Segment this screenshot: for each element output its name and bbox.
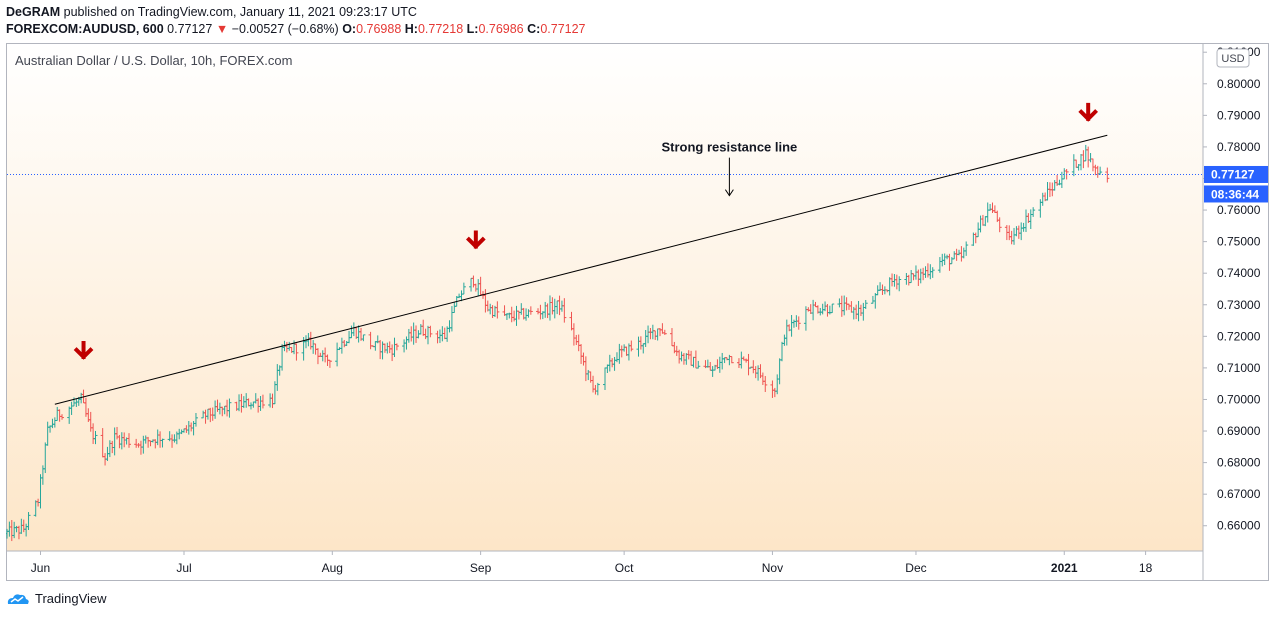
candle xyxy=(662,329,667,335)
candle xyxy=(93,430,98,445)
low-label: L: xyxy=(466,22,479,36)
last-price: 0.77127 xyxy=(167,22,213,36)
close-value: 0.77127 xyxy=(540,22,586,36)
price-tick-label: 0.67000 xyxy=(1217,487,1261,501)
countdown-badge xyxy=(1204,185,1268,203)
symbol-name[interactable]: FOREXCOM:AUDUSD, 600 xyxy=(6,22,164,36)
chart-header: DeGRAM published on TradingView.com, Jan… xyxy=(6,4,586,38)
candle xyxy=(830,303,835,314)
footer: TradingView xyxy=(6,591,107,606)
candle xyxy=(394,343,399,351)
price-tick-label: 0.66000 xyxy=(1217,519,1261,533)
price-chart[interactable]: Strong resistance line Australian Dollar… xyxy=(6,43,1269,581)
time-axis[interactable]: Jun Jul Aug Sep Oct Nov Dec 2021 18 xyxy=(31,551,1153,575)
candle xyxy=(361,334,366,342)
high-value: 0.77218 xyxy=(417,22,464,36)
time-tick-label: Jul xyxy=(176,561,191,575)
candle xyxy=(1098,166,1103,175)
candle xyxy=(160,438,165,448)
candle xyxy=(897,276,902,292)
peak-down-arrow-icon xyxy=(73,340,94,360)
candle xyxy=(428,325,433,338)
plot-background xyxy=(7,44,1203,551)
symbol-line: FOREXCOM:AUDUSD, 600 0.77127 ▼ −0.00527 … xyxy=(6,21,586,38)
candle xyxy=(60,414,65,420)
candle xyxy=(294,343,299,361)
candle xyxy=(729,356,734,364)
candle xyxy=(964,241,969,256)
price-tick-label: 0.75000 xyxy=(1217,235,1261,249)
candle xyxy=(629,340,634,352)
price-change: −0.00527 (−0.68%) xyxy=(231,22,339,36)
time-tick-label: 2021 xyxy=(1051,561,1078,575)
candle xyxy=(26,512,31,530)
candle xyxy=(495,301,500,319)
candle xyxy=(126,433,131,448)
candle xyxy=(796,316,801,330)
currency-badge-label: USD xyxy=(1221,53,1244,65)
low-value: 0.76986 xyxy=(478,22,524,36)
candle xyxy=(863,299,868,309)
time-tick-label: Jun xyxy=(31,561,50,575)
price-tick-label: 0.70000 xyxy=(1217,392,1261,406)
currency-badge[interactable] xyxy=(1216,48,1250,68)
down-arrow-icon: ▼ xyxy=(215,22,229,36)
annotation-arrowhead-icon xyxy=(724,189,734,197)
candle xyxy=(763,376,768,392)
chart-title: Australian Dollar / U.S. Dollar, 10h, FO… xyxy=(15,53,292,68)
publisher-name[interactable]: DeGRAM xyxy=(6,5,61,19)
current-price-badge xyxy=(1204,165,1268,183)
annotation-text[interactable]: Strong resistance line xyxy=(661,140,797,155)
candle xyxy=(461,282,466,295)
open-value: 0.76988 xyxy=(356,22,402,36)
time-tick-label: Nov xyxy=(762,561,783,575)
candle xyxy=(696,360,701,369)
price-tick-label: 0.68000 xyxy=(1217,456,1261,470)
time-tick-label: 18 xyxy=(1139,561,1153,575)
price-tick-label: 0.79000 xyxy=(1217,108,1261,122)
candle xyxy=(1105,167,1110,183)
candle xyxy=(193,413,198,427)
time-tick-label: Aug xyxy=(322,561,343,575)
price-tick-label: 0.71000 xyxy=(1217,361,1261,375)
time-tick-label: Dec xyxy=(905,561,926,575)
candle xyxy=(227,398,232,418)
candles-group xyxy=(6,144,1110,542)
resistance-line[interactable] xyxy=(54,134,1108,405)
price-tick-label: 0.80000 xyxy=(1217,77,1261,91)
candle xyxy=(997,217,1002,233)
candle xyxy=(562,298,567,323)
close-label: C: xyxy=(527,22,541,36)
publisher-line: DeGRAM published on TradingView.com, Jan… xyxy=(6,4,586,21)
footer-brand[interactable]: TradingView xyxy=(35,591,107,606)
price-tick-label: 0.73000 xyxy=(1217,298,1261,312)
candle xyxy=(528,306,533,315)
price-tick-label: 0.72000 xyxy=(1217,329,1261,343)
price-axis[interactable]: 0.810000.800000.790000.780000.770000.760… xyxy=(1203,45,1261,533)
candle xyxy=(930,267,935,278)
candle xyxy=(327,359,332,368)
price-tick-label: 0.69000 xyxy=(1217,424,1261,438)
price-tick-label: 0.74000 xyxy=(1217,266,1261,280)
candle xyxy=(1031,207,1036,217)
high-label: H: xyxy=(404,22,418,36)
open-label: O: xyxy=(342,22,357,36)
published-text: published on TradingView.com, January 11… xyxy=(63,5,417,19)
tradingview-logo-icon[interactable] xyxy=(6,592,30,606)
candle xyxy=(260,394,265,409)
current-price-label: 0.77127 xyxy=(1211,167,1255,181)
time-tick-label: Oct xyxy=(615,561,634,575)
time-tick-label: Sep xyxy=(470,561,492,575)
peak-arrows-group xyxy=(73,102,1099,360)
countdown-label: 08:36:44 xyxy=(1211,187,1259,201)
peak-down-arrow-icon xyxy=(466,230,486,250)
chart-frame xyxy=(6,43,1269,581)
peak-down-arrow-icon xyxy=(1078,102,1099,122)
price-tick-label: 0.76000 xyxy=(1217,203,1261,217)
candle xyxy=(595,382,600,396)
price-tick-label: 0.78000 xyxy=(1217,140,1261,154)
